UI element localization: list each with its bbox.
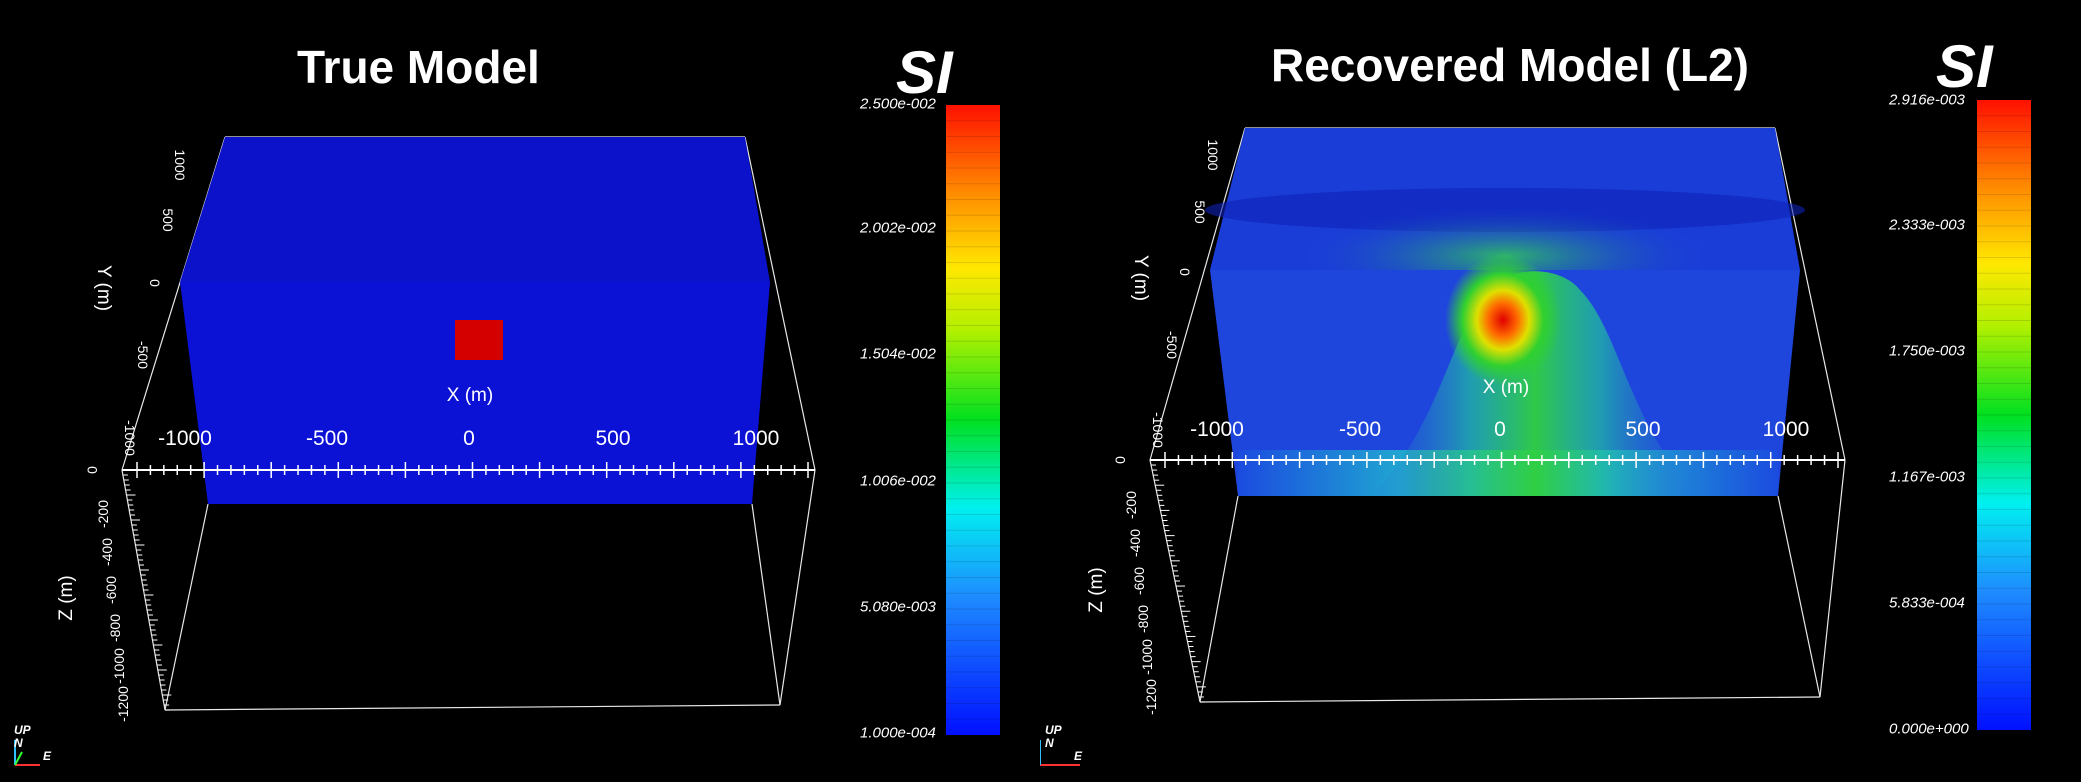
y-tick: -1000 [122,420,138,456]
colorbar-label: 0.000e+000 [1889,720,1969,738]
colorbar [1977,100,2031,730]
x-axis-minor-ticks [1164,452,1839,468]
y-tick: -500 [135,341,151,369]
z-tick: -800 [107,614,123,642]
colorbar-label: 1.167e-003 [1889,468,1965,486]
z-tick: 0 [1112,456,1128,464]
model-top-anomaly [1210,128,1800,270]
recovered-model-panel: Recovered Model (L2) SI [1040,0,2081,782]
true-model-panel: True Model SI [0,0,1040,782]
z-axis-minor-ticks [1150,459,1206,703]
x-tick: 0 [463,427,475,450]
z-axis: Z (m) 0 -200 -400 -600 -800 -1000 -1200 [1086,456,1159,715]
z-tick: -800 [1135,605,1151,633]
y-tick: -1000 [1150,412,1166,448]
x-axis-ticks: -1000 -500 0 500 1000 [158,427,779,450]
z-tick: -1200 [115,686,131,722]
y-axis-label: Y (m) [93,265,114,311]
x-axis-label: X (m) [1483,377,1529,398]
east-label: E [1074,749,1083,763]
y-axis-label: Y (m) [1130,255,1151,301]
colorbar-label: 5.833e-004 [1889,594,1965,612]
anomaly-plume [1370,271,1700,496]
x-tick: -500 [306,427,348,450]
y-tick: -500 [1164,331,1180,359]
up-label: UP [1045,723,1063,737]
z-axis-label: Z (m) [1086,567,1107,612]
z-tick: -1000 [1139,639,1155,675]
colorbar-label: 1.750e-003 [1889,342,1965,360]
y-tick: 1000 [172,149,188,180]
north-label: N [14,736,23,750]
model-front-face [180,282,770,504]
recovered-model-3d-view[interactable]: X (m) -1000 -500 0 500 1000 Y (m) 1000 5… [1040,0,2081,782]
z-axis: Z (m) 0 -200 -400 -600 -800 -1000 -1200 [56,466,131,722]
y-tick: 500 [1192,200,1208,224]
x-axis-ticks: -1000 -500 0 500 1000 [1190,418,1809,441]
x-axis-label: X (m) [447,385,493,406]
x-tick: 0 [1494,418,1506,441]
x-tick: 1000 [733,427,780,450]
y-axis: Y (m) 1000 500 0 -500 -1000 [1130,139,1221,448]
orientation-axes-icon: UP N E [1040,723,1083,766]
colorbar-label: 2.500e-002 [860,95,936,113]
unit-label: SI [896,39,953,106]
z-tick: -1000 [111,648,127,684]
z-tick: -200 [95,500,111,528]
z-tick: -400 [1127,529,1143,557]
colorbar-label: 1.000e-004 [860,724,936,742]
orientation-axes-icon: UP N E [14,723,52,766]
panel-title: Recovered Model (L2) [1271,39,1749,91]
z-tick: 0 [84,466,100,474]
x-tick: 500 [1625,418,1660,441]
anomaly-block [455,320,503,360]
up-label: UP [14,723,32,737]
z-tick: -1200 [1143,679,1159,715]
y-axis: Y (m) 1000 500 0 -500 -1000 [93,149,188,456]
panel-title: True Model [297,41,540,93]
colorbar-label: 2.002e-002 [860,219,936,237]
z-axis-minor-ticks [122,469,172,711]
colorbar-label: 5.080e-003 [860,598,936,616]
z-axis-label: Z (m) [56,575,77,620]
colorbar-label: 1.006e-002 [860,472,936,490]
y-tick: 0 [1177,268,1193,276]
colorbar-bands [946,120,1000,720]
colorbar-bands [1977,115,2031,715]
colorbar [946,105,1000,735]
y-tick: 500 [160,208,176,232]
z-tick: -400 [99,538,115,566]
z-tick: -600 [103,576,119,604]
colorbar-label: 2.333e-003 [1889,216,1965,234]
east-label: E [43,749,52,763]
x-tick: -1000 [1190,418,1244,441]
y-tick: 1000 [1205,139,1221,170]
unit-label: SI [1936,33,1993,100]
north-label: N [1045,736,1054,750]
true-model-3d-view[interactable]: X (m) -1000 -500 0 500 1000 Y (m) 1000 5… [0,0,1040,782]
y-tick: 0 [147,279,163,287]
colorbar-label: 1.504e-002 [860,345,936,363]
anomaly-core [1445,254,1561,386]
x-tick: -1000 [158,427,212,450]
x-tick: 500 [595,427,630,450]
model-top-face [180,137,770,282]
x-tick: 1000 [1763,418,1810,441]
z-tick: -600 [1131,567,1147,595]
z-tick: -200 [1123,491,1139,519]
colorbar-label: 2.916e-003 [1889,91,1965,109]
x-tick: -500 [1339,418,1381,441]
x-axis-minor-ticks [136,462,809,478]
